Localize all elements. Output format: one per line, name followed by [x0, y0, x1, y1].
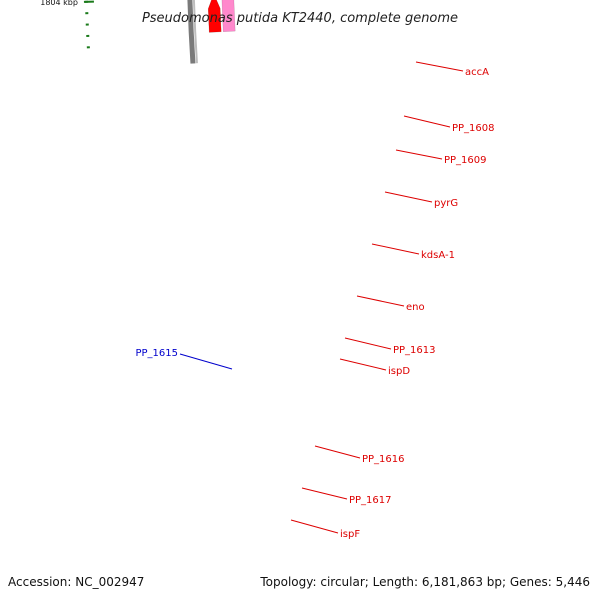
cds-features — [207, 0, 236, 33]
map-title: Pseudomonas putida KT2440, complete geno… — [142, 11, 458, 26]
gene-label: kdsA-1 — [421, 250, 455, 261]
forward-cds — [207, 0, 222, 33]
backbone-track — [187, 0, 198, 64]
gene-label: eno — [406, 302, 425, 313]
gene-label: ispD — [388, 366, 410, 377]
gene-label: pyrG — [434, 198, 458, 209]
cog-category-box — [221, 0, 236, 32]
gene-label: accA — [465, 67, 489, 78]
backbone-outer — [187, 0, 196, 64]
gene-label: PP_1609 — [444, 155, 487, 166]
label-leader-line — [356, 295, 405, 307]
label-leader-line — [179, 353, 233, 370]
label-leader-line — [371, 243, 420, 255]
label-leader-line — [339, 358, 387, 371]
gene-label: PP_1616 — [362, 454, 405, 465]
kbp-tick-marks — [83, 0, 94, 3]
gene-labels: accA PP_1608 PP_1609 pyrG kdsA-1 eno PP_1613is… — [135, 67, 494, 540]
label-leader-line — [395, 149, 443, 160]
gene-label: ispF — [340, 529, 360, 540]
label-leader-line — [314, 445, 361, 459]
tick-labels: 1804 kbp1806 kbp1808 kbp1810 kbp1812 kbp… — [40, 0, 78, 7]
label-leader-line — [301, 487, 348, 500]
label-leader-line — [290, 519, 339, 534]
label-leader-line — [415, 61, 464, 72]
label-leader-line — [344, 337, 392, 350]
label-leader-line — [403, 115, 451, 128]
gene-label: PP_1613 — [393, 345, 436, 356]
gene-label: PP_1615 — [135, 348, 178, 359]
genome-summary: Topology: circular; Length: 6,181,863 bp… — [259, 575, 590, 589]
label-leader-line — [384, 191, 433, 203]
gene-label: PP_1608 — [452, 123, 495, 134]
label-leaders — [179, 61, 464, 534]
gene-label: PP_1617 — [349, 495, 392, 506]
tick-label: 1804 kbp — [40, 0, 78, 7]
accession-text: Accession: NC_002947 — [8, 575, 144, 589]
backbone-inner — [192, 0, 198, 64]
